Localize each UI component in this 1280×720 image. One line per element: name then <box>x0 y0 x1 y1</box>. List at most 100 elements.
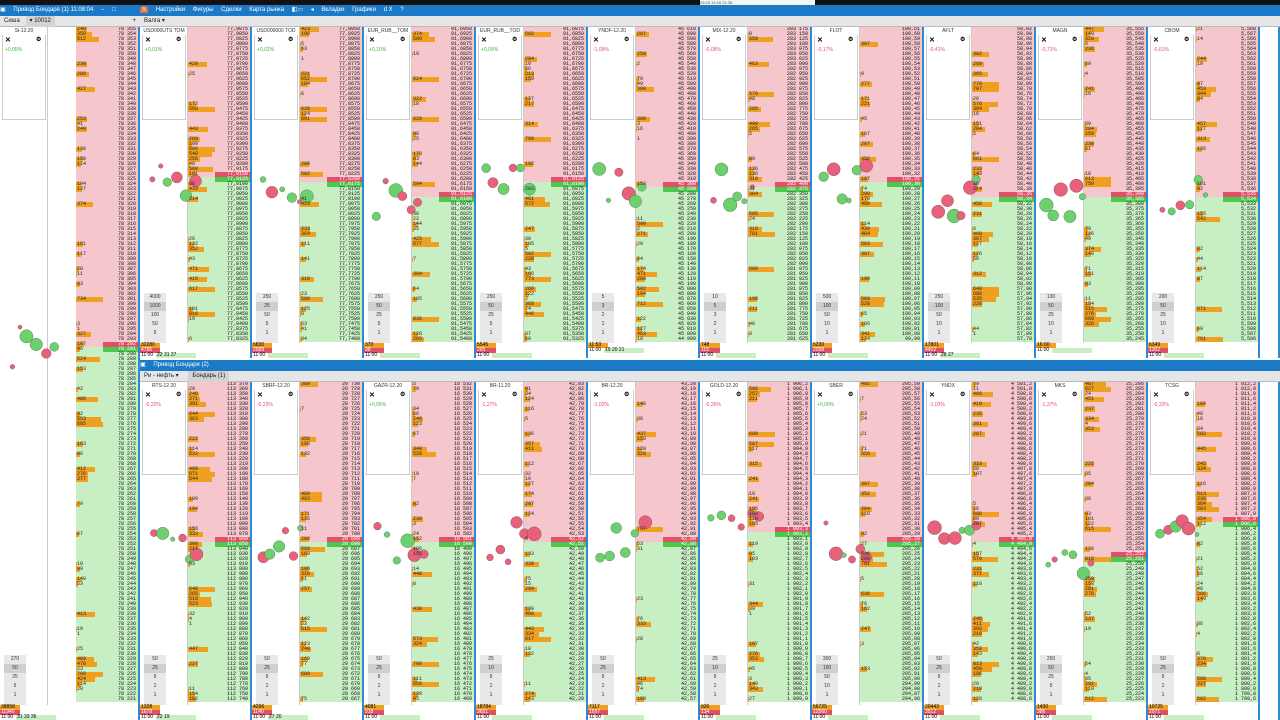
ladder-row[interactable]: 10 78 235 <box>76 627 138 632</box>
lot-option[interactable]: 500 <box>822 294 832 300</box>
ladder-row[interactable]: 11 78 306 <box>76 272 138 277</box>
ladder-row[interactable]: 78 321 <box>76 197 138 202</box>
ladder-row[interactable]: 77,8750 <box>300 67 362 72</box>
ladder-row[interactable]: 35,385 <box>1084 197 1146 202</box>
ladder-row[interactable]: 5,558 <box>1196 77 1258 82</box>
lot-option[interactable]: 1000 <box>144 302 166 311</box>
ladder-row[interactable]: 277 100,50 <box>860 82 922 87</box>
ladder-row[interactable]: 652 77,8700 <box>300 77 362 82</box>
ladder-row[interactable]: 45 580 <box>636 42 698 47</box>
ladder-row[interactable]: 712 45 060 <box>636 302 698 307</box>
ladder-row[interactable]: 166 91,5650 <box>524 272 586 277</box>
ladder-row[interactable]: 77,8600 <box>300 97 362 102</box>
ladder-row[interactable]: 78 239 <box>76 607 138 612</box>
ladder-row[interactable]: 78 222 <box>76 692 138 697</box>
ladder-row[interactable]: 77,9550 <box>188 92 250 97</box>
ladder-row[interactable]: 78 249 <box>76 557 138 562</box>
ladder-row[interactable]: 91,5850 <box>524 232 586 237</box>
ladder-row[interactable]: 100,03 <box>860 317 922 322</box>
ladder-row[interactable]: 2 45 540 <box>636 62 698 67</box>
ladder-row[interactable]: 77,9800 <box>188 42 250 47</box>
ladder-row[interactable]: 45 190 <box>636 237 698 242</box>
lot-option[interactable]: 25 <box>256 664 278 673</box>
lot-option[interactable]: 1 <box>489 683 493 689</box>
gear-icon[interactable]: ⚙ <box>1072 37 1078 43</box>
ladder-row[interactable]: 677 91,5875 <box>412 242 474 247</box>
lot-option[interactable]: 1 <box>937 330 941 336</box>
ladder-row[interactable]: 5,559 <box>1196 72 1258 77</box>
ladder-row[interactable]: 63 77,8850 <box>300 47 362 52</box>
ladder-row[interactable]: 45 070 <box>636 297 698 302</box>
ladder-row[interactable]: 159 91,6625 <box>524 77 586 82</box>
ladder-row[interactable]: 114 78 328 <box>76 162 138 167</box>
ladder-row[interactable]: 58,96 <box>972 42 1034 47</box>
ladder-row[interactable]: 77,8000 <box>300 217 362 222</box>
ladder-row[interactable]: 77,8975 <box>188 207 250 212</box>
ladder-row[interactable]: 78 264 <box>76 482 138 487</box>
ladder-row[interactable]: 91,5375 <box>524 327 586 332</box>
ladder-row[interactable]: 65 100,04 <box>860 312 922 317</box>
lot-option[interactable]: 1 <box>265 330 269 336</box>
ladder-row[interactable]: 35,365 <box>1084 217 1146 222</box>
ladder-row[interactable]: 341 100,00 <box>860 332 922 337</box>
lot-option[interactable]: 50 <box>480 302 502 311</box>
lot-option[interactable]: 25 <box>256 302 278 311</box>
ladder-row[interactable]: 78 351 <box>76 47 138 52</box>
ladder-row[interactable]: 281 750 <box>748 312 810 317</box>
ladder-row[interactable]: 100,55 <box>860 57 922 62</box>
ladder-row[interactable]: 269 77,9325 <box>188 137 250 142</box>
ladder-row[interactable]: 58,56 <box>972 142 1034 147</box>
lot-option[interactable]: 1 <box>1161 330 1165 336</box>
menu-settings[interactable]: Настройки <box>155 7 186 13</box>
ladder-row[interactable]: 613 35,405 <box>1084 177 1146 182</box>
ladder-row[interactable]: 66 77,9100 <box>188 182 250 187</box>
ladder-row[interactable]: 5,513 <box>1196 302 1258 307</box>
ladder-row[interactable]: 100,25 <box>860 207 922 212</box>
ladder-row[interactable]: 18 78 248 <box>76 562 138 567</box>
ladder-row[interactable]: 100,10 <box>860 282 922 287</box>
ladder-row[interactable]: 282 025 <box>748 257 810 262</box>
ladder-row[interactable]: 77,7975 <box>300 222 362 227</box>
lot-option[interactable]: 100 <box>928 302 950 311</box>
back-arrow-icon[interactable]: ◂ <box>310 7 314 13</box>
gear-icon[interactable]: ⚙ <box>176 37 182 43</box>
ladder-row[interactable]: 734 78 301 <box>76 297 138 302</box>
ladder-row[interactable]: 463 45 000 <box>636 332 698 337</box>
ladder-row[interactable]: 284 58,62 <box>972 127 1034 132</box>
ladder-row[interactable]: 282 900 <box>748 82 810 87</box>
ladder-row[interactable]: 77,8550 <box>188 292 250 297</box>
lot-option[interactable]: 2 <box>713 321 717 327</box>
ladder-row[interactable]: 84 5,554 <box>1196 97 1258 102</box>
ladder-row[interactable]: 265 91,5400 <box>412 337 474 342</box>
ladder-row[interactable]: 58,08 <box>972 262 1034 267</box>
ladder-row[interactable]: 91,6550 <box>524 92 586 97</box>
lot-option[interactable]: 5 <box>377 674 381 680</box>
ladder-row[interactable]: 98 91,6425 <box>412 132 474 137</box>
ladder-row[interactable]: 24 282 225 <box>748 217 810 222</box>
ladder-row[interactable]: 236 35,535 <box>1084 47 1146 52</box>
ladder-row[interactable]: 5,563 <box>1196 52 1258 57</box>
ladder-row[interactable]: 502 45 090 <box>636 287 698 292</box>
lot-option[interactable]: 1 <box>601 692 605 698</box>
ladder-row[interactable]: 192 91,6200 <box>524 162 586 167</box>
ladder-row[interactable]: 282 075 <box>748 247 810 252</box>
ladder-row[interactable]: 50 58,10 <box>972 257 1034 262</box>
menu-dx[interactable]: d X <box>383 7 393 13</box>
ladder-row[interactable]: 78 256 <box>76 522 138 527</box>
ladder-row[interactable]: 100,37 <box>860 147 922 152</box>
ladder-row[interactable]: 78 326 <box>76 172 138 177</box>
ladder-row[interactable]: 1 77,8800 <box>300 57 362 62</box>
ladder-row[interactable]: 20 78 223 <box>76 687 138 692</box>
ladder-row[interactable]: 79 35,355 <box>1084 227 1146 232</box>
ladder-row[interactable]: 203 91,6075 <box>524 187 586 192</box>
ladder-row[interactable]: 778 58,80 <box>972 82 1034 87</box>
ladder-row[interactable]: 443 77,9375 <box>188 127 250 132</box>
ladder-row[interactable]: 707 58,78 <box>972 87 1034 92</box>
menu-charts[interactable]: Графики <box>352 7 376 13</box>
price-ladder[interactable]: 77,9875 77,9850 77,9825 77,9800 77,9775 77,97… <box>188 27 250 343</box>
ladder-row[interactable]: 77,8925 <box>188 217 250 222</box>
ladder-row[interactable]: 45 100 <box>636 282 698 287</box>
lot-option[interactable]: 100 <box>150 312 160 318</box>
ladder-row[interactable]: 43 91,5675 <box>524 267 586 272</box>
ladder-row[interactable]: 329 35,545 <box>1084 37 1146 42</box>
